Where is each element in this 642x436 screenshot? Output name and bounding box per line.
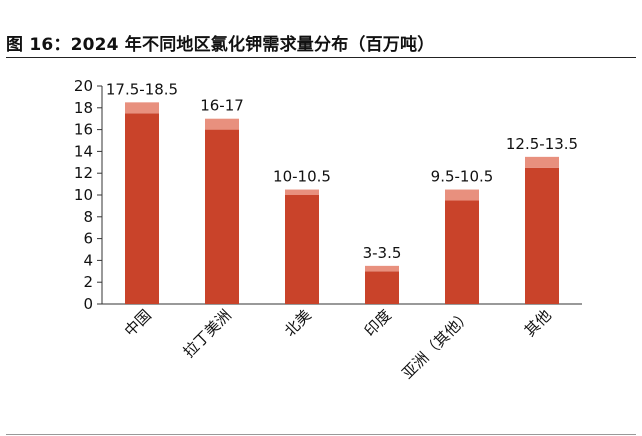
bar-range [365, 265, 399, 272]
bar-low [445, 200, 479, 304]
figure-title: 图 16：2024 年不同地区氯化钾需求量分布（百万吨） [6, 35, 435, 55]
bar-low [525, 167, 559, 304]
bar-range [205, 118, 239, 130]
bar-low [205, 129, 239, 304]
y-tick-label: 16 [74, 121, 93, 139]
category-label: 中国 [121, 306, 155, 340]
y-tick-group: 0 2 4 6 8 10 12 14 16 18 20 [74, 77, 102, 313]
y-tick-label: 10 [74, 186, 93, 204]
y-tick-label: 20 [74, 77, 93, 95]
y-tick-label: 4 [83, 251, 93, 269]
bar-low [125, 113, 159, 304]
y-tick-label: 2 [83, 273, 93, 291]
bar-range [285, 189, 319, 195]
category-label: 亚洲（其他） [398, 306, 474, 382]
data-label: 9.5-10.5 [431, 168, 494, 186]
bar-range [125, 102, 159, 114]
category-label: 印度 [361, 306, 395, 340]
y-tick-label: 18 [74, 99, 93, 117]
category-label-group: 中国 拉丁美洲 北美 印度 亚洲（其他） 其他 [121, 306, 555, 382]
bar-low [365, 271, 399, 304]
category-label: 拉丁美洲 [180, 306, 235, 361]
bar-range [445, 189, 479, 201]
data-label: 17.5-18.5 [106, 80, 178, 98]
category-label: 北美 [281, 306, 315, 340]
y-tick-label: 12 [74, 164, 93, 182]
data-label: 12.5-13.5 [506, 135, 578, 153]
data-label-group: 17.5-18.5 16-17 10-10.5 3-3.5 9.5-10.5 12.5-1… [106, 80, 578, 262]
data-label: 10-10.5 [273, 168, 331, 186]
bar-range [525, 156, 559, 168]
data-label: 16-17 [200, 97, 244, 115]
title-rule [6, 57, 636, 58]
y-tick-label: 8 [83, 208, 93, 226]
bar-low [285, 195, 319, 304]
y-tick-label: 0 [83, 295, 93, 313]
category-label: 其他 [521, 306, 555, 340]
y-tick-label: 14 [74, 142, 93, 160]
bar-group [125, 102, 559, 304]
data-label: 3-3.5 [363, 244, 402, 262]
y-tick-label: 6 [83, 230, 93, 248]
bottom-rule [6, 434, 636, 435]
